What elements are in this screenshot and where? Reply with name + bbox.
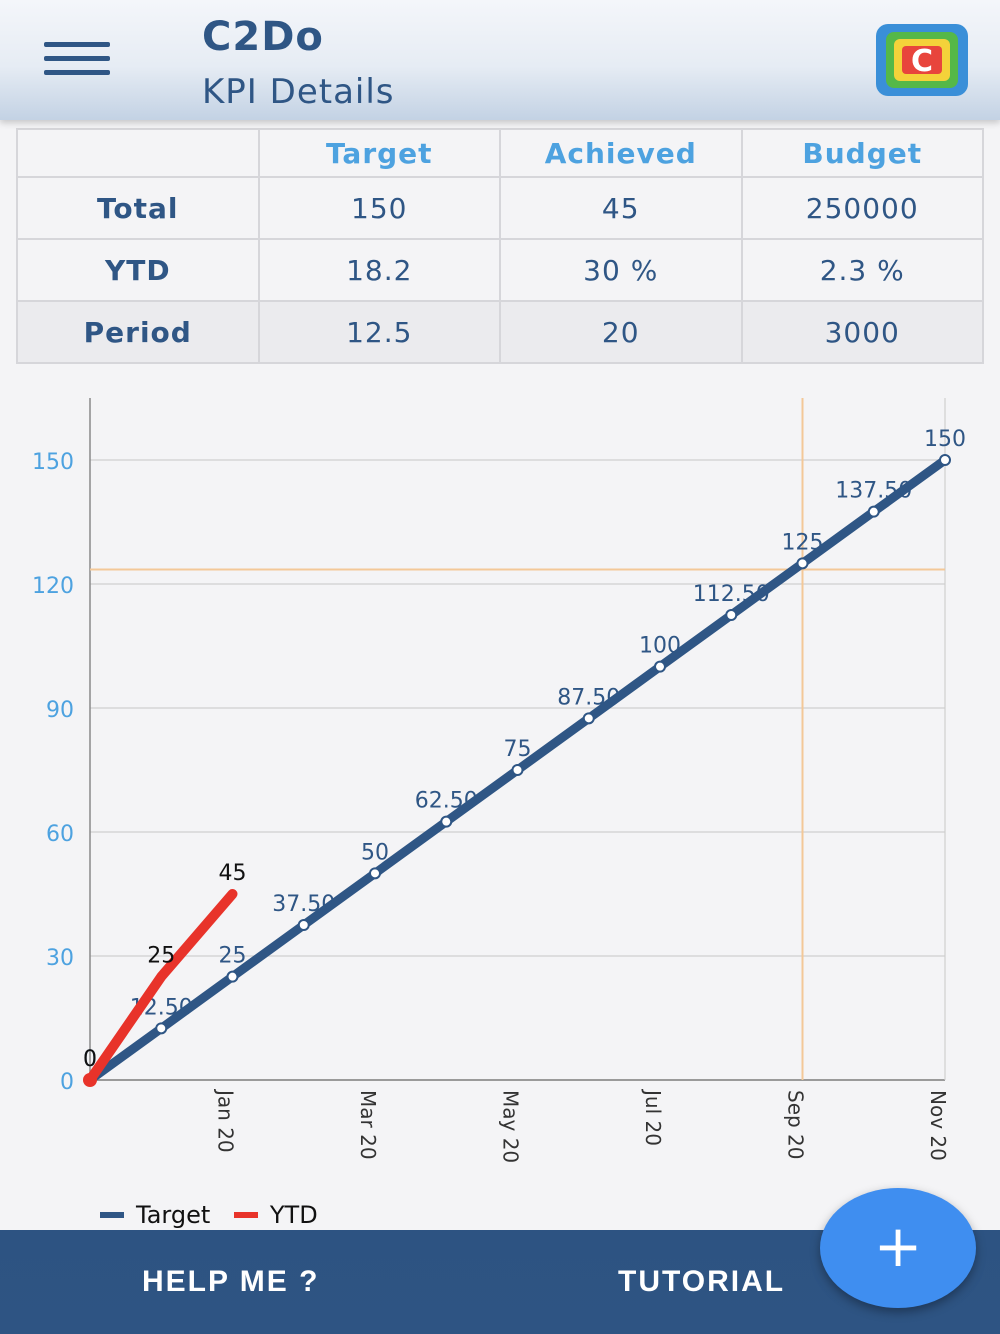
- table-row-total: Total 150 45 250000: [16, 176, 984, 240]
- svg-text:C: C: [911, 44, 933, 79]
- table-cell: 150: [257, 176, 501, 240]
- column-header-budget: Budget: [740, 128, 984, 178]
- table-cell: 2.3 %: [740, 238, 984, 302]
- ytd-point: [83, 1073, 97, 1087]
- target-point: [654, 660, 666, 673]
- table-row-period: Period 12.5 20 3000: [16, 300, 984, 364]
- chart-legend: Target YTD: [100, 1196, 334, 1229]
- target-point: [297, 919, 310, 931]
- target-point: [939, 454, 951, 466]
- legend-swatch-ytd: [233, 1212, 258, 1218]
- menu-bar: [44, 56, 110, 61]
- x-tick-label: Nov 20: [926, 1090, 950, 1161]
- x-tick-label: Jan 20: [214, 1088, 238, 1153]
- target-point: [440, 815, 453, 828]
- kpi-line-chart: 0 30 60 90 120 150 Jan 20 Mar 20 May 20 Jul 20 Sep…: [32, 398, 966, 1163]
- page-title: KPI Details: [202, 72, 395, 112]
- target-data-label: 75: [504, 737, 532, 762]
- ytd-data-label: 0: [83, 1047, 97, 1072]
- column-header-target: Target: [257, 128, 501, 178]
- y-tick-label: 120: [32, 574, 74, 599]
- table-cell: 20: [499, 300, 743, 364]
- x-tick-label: Sep 20: [784, 1090, 808, 1160]
- y-tick-label: 0: [60, 1070, 74, 1095]
- x-tick-label: Jul 20: [641, 1088, 665, 1146]
- y-tick-label: 30: [46, 946, 74, 971]
- table-cell: 45: [499, 176, 743, 240]
- column-header: [16, 128, 260, 178]
- kpi-summary-table: Target Achieved Budget Total 150 45 2500…: [16, 128, 984, 364]
- target-data-label: 37.50: [272, 892, 335, 917]
- target-data-label: 50: [361, 840, 389, 865]
- target-point: [155, 1022, 168, 1035]
- target-data-label: 125: [782, 530, 824, 555]
- row-label: YTD: [16, 238, 260, 302]
- target-data-label: 150: [924, 427, 966, 452]
- tutorial-button[interactable]: TUTORIAL: [618, 1265, 786, 1298]
- row-label: Total: [16, 176, 260, 240]
- target-point: [867, 505, 880, 518]
- legend-swatch-target: [100, 1212, 124, 1218]
- legend-label: YTD: [269, 1201, 318, 1229]
- app-logo-icon: C: [876, 24, 968, 96]
- app-title: C2Do: [202, 14, 324, 60]
- table-cell: 250000: [740, 176, 984, 240]
- target-data-label: 100: [639, 634, 681, 659]
- y-tick-label: 90: [46, 698, 74, 723]
- table-cell: 30 %: [499, 238, 743, 302]
- target-data-label: 0: [83, 1047, 97, 1072]
- target-data-label: 137.50: [835, 479, 912, 504]
- target-point: [582, 712, 595, 725]
- y-tick-label: 150: [32, 450, 74, 475]
- target-data-label: 62.50: [415, 789, 478, 814]
- x-tick-label: Mar 20: [356, 1090, 380, 1160]
- ytd-point: [157, 972, 166, 981]
- add-fab-button[interactable]: +: [820, 1188, 976, 1308]
- ytd-point: [228, 890, 237, 898]
- target-point: [796, 557, 809, 570]
- y-tick-label: 60: [46, 822, 74, 847]
- target-point: [725, 609, 738, 621]
- row-label: Period: [16, 300, 260, 364]
- target-data-label: 87.50: [557, 685, 620, 710]
- table-cell: 12.5: [257, 300, 501, 364]
- table-row-ytd: YTD 18.2 30 % 2.3 %: [16, 238, 984, 302]
- legend-label: Target: [136, 1201, 211, 1229]
- target-data-label: 25: [219, 944, 247, 969]
- menu-bar: [44, 70, 110, 75]
- table-header-row: Target Achieved Budget: [16, 128, 984, 178]
- legend-item-target: Target: [100, 1201, 210, 1229]
- app-header: C2Do KPI Details C: [0, 0, 1000, 120]
- help-me-button[interactable]: HELP ME ?: [142, 1265, 320, 1298]
- target-data-label: 112.50: [693, 582, 770, 607]
- menu-bar: [44, 42, 110, 47]
- ytd-data-label: 45: [219, 861, 247, 886]
- plus-icon: +: [873, 1212, 923, 1280]
- target-point: [511, 764, 524, 776]
- column-header-achieved: Achieved: [499, 128, 743, 178]
- table-cell: 18.2: [257, 238, 501, 302]
- ytd-data-label: 25: [147, 944, 175, 969]
- legend-item-ytd: YTD: [233, 1201, 318, 1229]
- hamburger-menu-icon[interactable]: [40, 38, 114, 82]
- table-cell: 3000: [740, 300, 984, 364]
- target-point: [369, 867, 381, 880]
- x-tick-label: May 20: [499, 1090, 523, 1163]
- target-point: [226, 970, 239, 983]
